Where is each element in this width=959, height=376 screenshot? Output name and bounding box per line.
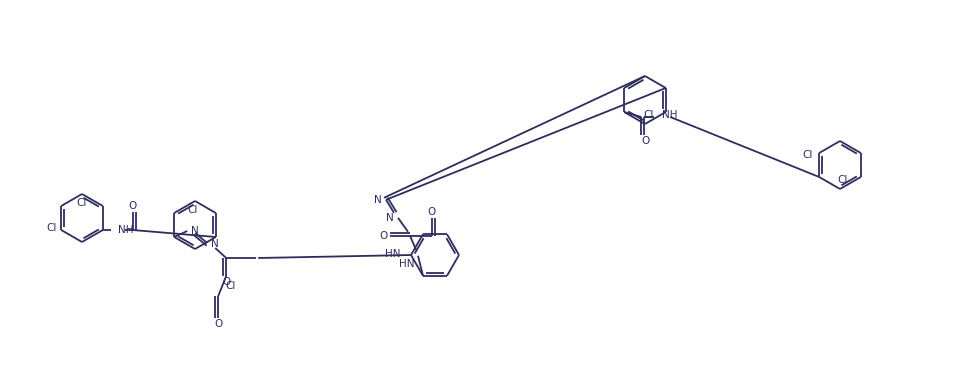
Text: O: O: [222, 277, 230, 287]
Text: NH: NH: [663, 110, 678, 120]
Text: Cl: Cl: [46, 223, 57, 233]
Text: N: N: [386, 213, 394, 223]
Text: O: O: [214, 319, 222, 329]
Text: Cl: Cl: [802, 150, 812, 160]
Text: Cl: Cl: [225, 281, 235, 291]
Text: HN: HN: [400, 259, 415, 269]
Text: HN: HN: [386, 249, 401, 259]
Text: Cl: Cl: [838, 175, 848, 185]
Text: O: O: [428, 207, 436, 217]
Text: O: O: [129, 201, 137, 211]
Text: Cl: Cl: [77, 198, 87, 208]
Text: Cl: Cl: [643, 110, 654, 120]
Text: N: N: [211, 239, 219, 249]
Text: O: O: [380, 231, 388, 241]
Text: Cl: Cl: [188, 205, 199, 215]
Text: N: N: [191, 226, 199, 236]
Text: N: N: [374, 195, 382, 205]
Text: NH: NH: [118, 225, 133, 235]
Text: O: O: [641, 136, 649, 146]
